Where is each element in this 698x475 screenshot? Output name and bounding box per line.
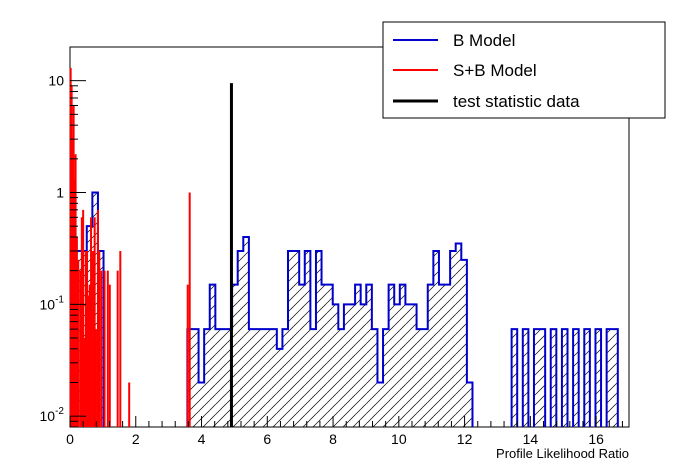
x-tick-label: 14: [523, 431, 539, 447]
b-model-bar: [265, 329, 272, 427]
b-model-bar: [383, 329, 389, 427]
x-tick-label: 0: [66, 431, 74, 447]
b-model-bar: [332, 304, 339, 427]
b-model-bar: [416, 329, 423, 427]
x-axis-title: Profile Likelihood Ratio: [496, 446, 629, 461]
b-model-bar: [573, 329, 579, 427]
b-model-bar: [438, 284, 445, 427]
y-tick-label: 1: [56, 184, 64, 200]
b-model-bar: [338, 329, 344, 427]
b-model-bar: [220, 329, 227, 427]
b-model-bar: [405, 304, 411, 427]
b-model-bar: [366, 284, 372, 427]
b-model-bar: [533, 329, 540, 427]
b-model-bar: [293, 250, 300, 427]
x-tick-label: 10: [391, 431, 407, 447]
b-model-bar: [399, 284, 406, 427]
b-model-bar: [584, 329, 590, 427]
b-model-bar: [550, 329, 557, 427]
b-model-bar: [612, 329, 618, 427]
x-axis: 0 2 4 6 8 10 12 14 16: [66, 416, 623, 447]
b-model-bar: [606, 329, 613, 427]
b-model-bar: [394, 304, 400, 427]
b-model-bar: [355, 284, 361, 427]
x-tick-label: 4: [198, 431, 206, 447]
b-model-bar: [461, 259, 467, 427]
b-model-bar: [327, 284, 333, 427]
b-model-bar: [360, 304, 367, 427]
b-model-bar: [433, 250, 439, 427]
legend: B Model S+B Model test statistic data: [382, 21, 666, 119]
b-model-bar: [377, 382, 384, 427]
b-model-bar: [450, 250, 456, 427]
b-model-bar: [427, 284, 434, 427]
b-model-bar: [198, 382, 205, 427]
x-tick-label: 8: [329, 431, 337, 447]
b-model-bar: [371, 329, 378, 427]
b-model-bar: [237, 250, 244, 427]
b-model-bar: [248, 329, 255, 427]
b-model-bar: [254, 329, 261, 427]
b-model-bar: [321, 284, 328, 427]
b-model-bar: [455, 243, 462, 427]
b-model-bar: [209, 284, 216, 427]
b-model-bar: [444, 284, 451, 427]
x-tick-label: 12: [457, 431, 473, 447]
b-model-bar: [204, 329, 210, 427]
b-model-bar: [288, 250, 294, 427]
b-model-bar: [561, 329, 568, 427]
legend-label-b-model: B Model: [453, 31, 515, 50]
b-model-bar: [349, 304, 356, 427]
y-tick-label: 10: [48, 73, 64, 89]
x-tick-label: 2: [132, 431, 140, 447]
b-model-bar: [282, 329, 289, 427]
legend-label-test-statistic: test statistic data: [453, 92, 580, 111]
b-model-outline: [74, 191, 619, 427]
b-model-bar: [343, 304, 350, 427]
b-model-bar: [539, 329, 546, 427]
x-tick-label: 6: [263, 431, 271, 447]
b-model-bar: [304, 250, 311, 427]
b-model-bar: [299, 284, 305, 427]
x-tick-label: 16: [588, 431, 604, 447]
b-model-bar: [410, 304, 417, 427]
b-model-bar: [226, 329, 233, 427]
b-model-bar: [271, 329, 277, 427]
b-model-bar: [522, 329, 529, 427]
y-tick-label: 10-2: [40, 406, 65, 424]
b-model-bar: [260, 329, 266, 427]
b-model-bar: [310, 329, 316, 427]
y-tick-label: 10-1: [40, 294, 65, 312]
b-model-bar: [232, 284, 238, 427]
b-model-bar: [595, 329, 602, 427]
b-model-bar: [388, 284, 395, 427]
legend-label-sb-model: S+B Model: [453, 61, 537, 80]
b-model-bar: [315, 250, 322, 427]
y-axis: 10-2 10-1 1 10: [40, 46, 86, 428]
b-model-bar: [466, 382, 473, 427]
b-model-bar: [243, 237, 249, 427]
b-model-bar: [192, 329, 199, 427]
b-model-bar: [215, 329, 221, 427]
b-model-bar: [511, 329, 518, 427]
b-model-bar: [276, 348, 283, 427]
b-model-bar: [422, 329, 428, 427]
